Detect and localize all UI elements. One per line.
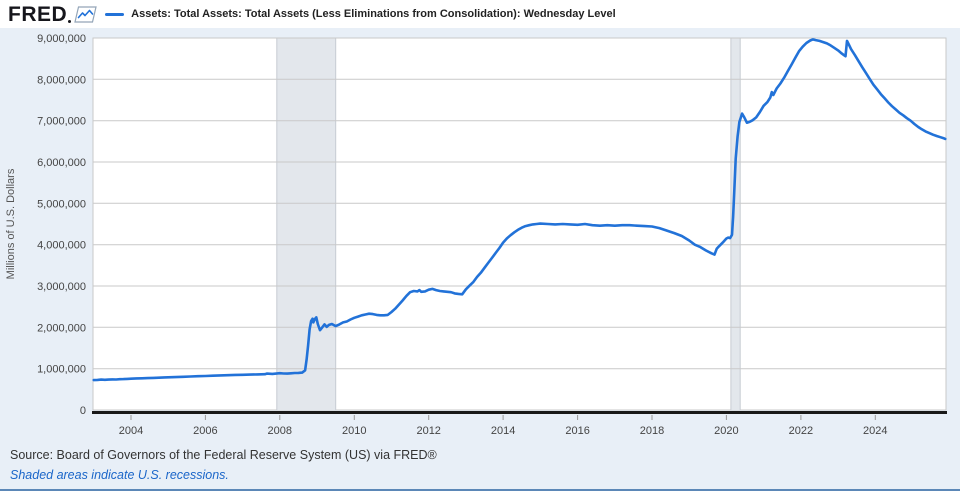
fred-logo-text: FRED: [8, 2, 68, 26]
y-tick-label: 7,000,000: [37, 116, 86, 128]
x-tick-label: 2018: [640, 425, 664, 437]
series-legend-line-swatch: [105, 12, 125, 16]
x-tick-label: 2004: [119, 425, 143, 437]
bottom-border: [0, 489, 960, 491]
x-axis-line: [92, 411, 947, 414]
y-axis-title: Millions of U.S. Dollars: [5, 168, 17, 279]
x-tick-label: 2024: [863, 425, 887, 437]
recession-band: [730, 38, 741, 410]
x-tick-label: 2010: [342, 425, 366, 437]
y-tick-label: 3,000,000: [37, 281, 86, 293]
y-tick-label: 9,000,000: [37, 33, 86, 45]
x-tick-label: 2022: [789, 425, 813, 437]
y-tick-label: 5,000,000: [37, 198, 86, 210]
y-tick-label: 4,000,000: [37, 240, 86, 252]
y-tick-label: 2,000,000: [37, 322, 86, 334]
chart-header: FRED Assets: Total Assets: Total Assets …: [0, 0, 960, 28]
x-tick-label: 2008: [268, 425, 292, 437]
fred-logo-chart-icon: [74, 5, 97, 23]
plot-area[interactable]: [92, 37, 947, 411]
recession-band: [276, 38, 336, 410]
recession-note-link[interactable]: Shaded areas indicate U.S. recessions.: [10, 468, 229, 482]
x-tick-label: 2014: [491, 425, 515, 437]
y-tick-label: 1,000,000: [37, 364, 86, 376]
x-tick-label: 2012: [416, 425, 440, 437]
y-tick-label: 6,000,000: [37, 157, 86, 169]
x-tick-label: 2016: [565, 425, 589, 437]
chart-plot[interactable]: 0 1,000,000 2,000,000 3,000,000 4,000,000 5,0…: [0, 28, 960, 448]
series-legend[interactable]: Assets: Total Assets: Total Assets (Less…: [105, 8, 616, 20]
x-tick-label: 2020: [714, 425, 738, 437]
fred-logo[interactable]: FRED: [8, 4, 97, 25]
y-tick-label: 0: [80, 405, 86, 417]
series-legend-label: Assets: Total Assets: Total Assets (Less…: [131, 8, 616, 20]
fred-logo-dot: [68, 19, 72, 23]
x-tick-label: 2006: [193, 425, 217, 437]
y-tick-label: 8,000,000: [37, 74, 86, 86]
source-text: Source: Board of Governors of the Federa…: [10, 448, 437, 462]
series-line[interactable]: [92, 38, 947, 382]
